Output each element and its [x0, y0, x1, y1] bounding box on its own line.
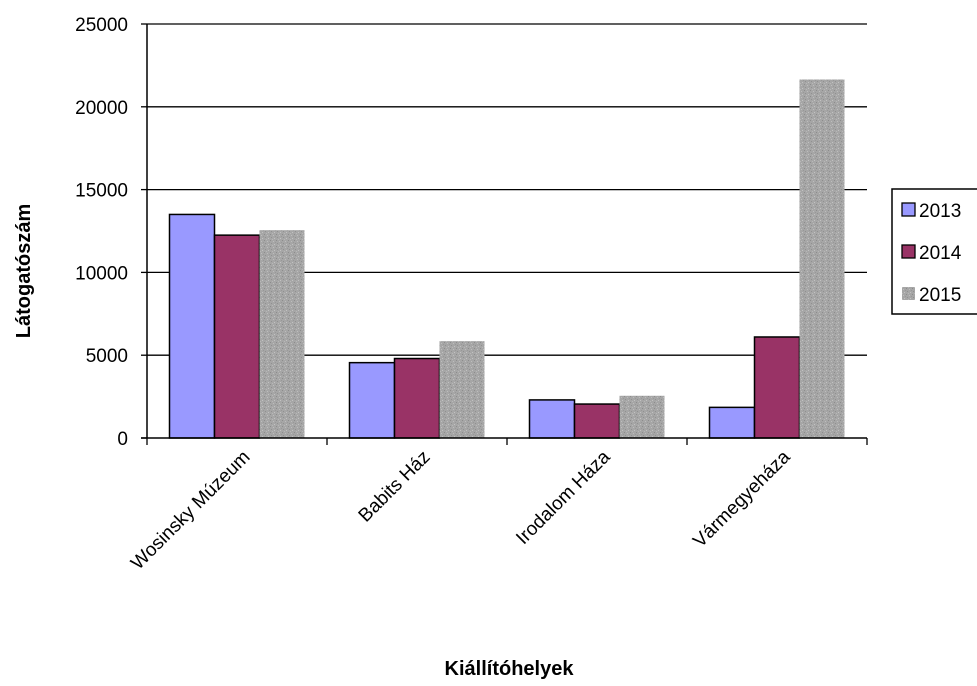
legend-swatch-2013 [901, 202, 916, 217]
y-axis-title: Látogatószám [13, 204, 35, 338]
y-tick-label: 0 [117, 429, 128, 450]
axes [141, 23, 868, 445]
bars [168, 79, 845, 439]
bar-2015-1 [439, 341, 485, 438]
x-tick-label: Babits Ház [355, 447, 435, 527]
bar-2014-1 [393, 357, 441, 439]
legend-label-2015: 2015 [919, 285, 961, 306]
bar-2015-0 [259, 230, 305, 438]
x-tick-label: Vármegyeháza [689, 446, 795, 552]
x-tick-label: Wosinsky Múzeum [127, 447, 254, 574]
x-tick-label: Irodalom Háza [512, 446, 615, 549]
legend-label-2014: 2014 [919, 243, 962, 264]
y-tick-label: 5000 [86, 346, 128, 367]
legend: 2013 2014 2015 [891, 188, 977, 315]
legend-swatch-2015 [902, 287, 915, 300]
y-tick-label: 15000 [75, 181, 128, 202]
bar-2013-1 [348, 361, 396, 439]
bar-2015-3 [799, 79, 845, 438]
legend-swatch-2014 [901, 244, 916, 259]
bar-2013-3 [708, 406, 756, 439]
bar-2015-2 [619, 395, 665, 438]
bar-2014-2 [573, 403, 621, 439]
bar-2013-0 [168, 213, 216, 439]
bar-2013-2 [528, 399, 576, 439]
bar-2014-3 [753, 336, 801, 439]
bar-2014-0 [213, 234, 261, 439]
y-tick-label: 10000 [75, 263, 128, 284]
y-tick-label: 20000 [75, 98, 128, 119]
legend-label-2013: 2013 [919, 201, 961, 222]
y-tick-label: 25000 [75, 15, 128, 36]
x-axis-title: Kiállítóhelyek [445, 658, 575, 680]
